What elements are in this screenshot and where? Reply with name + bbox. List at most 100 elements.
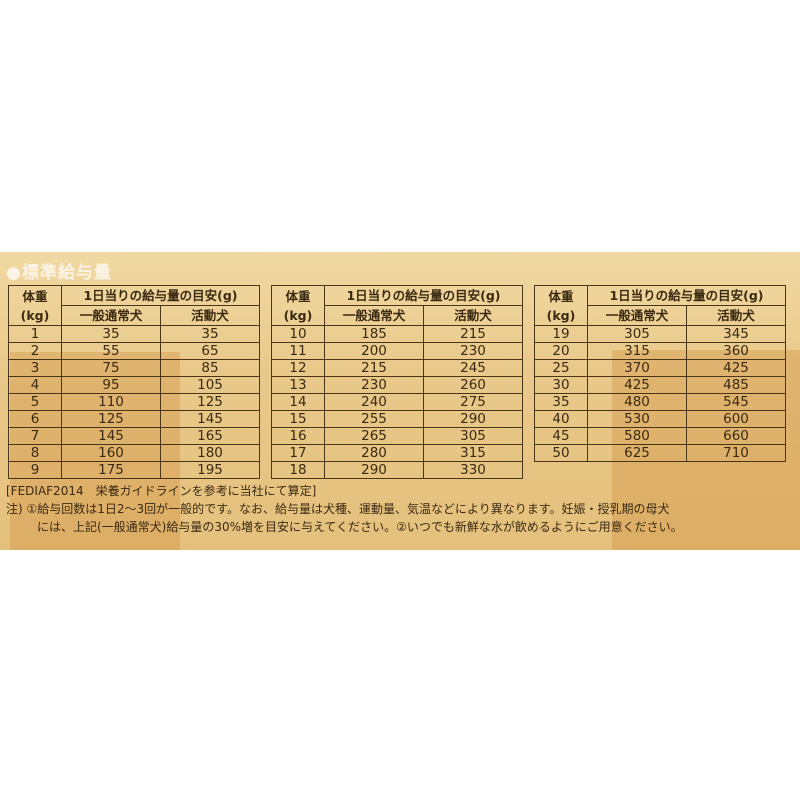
active-amount-cell: 330 (423, 461, 523, 479)
normal-amount-cell: 95 (61, 376, 161, 394)
active-amount-cell: 260 (423, 376, 523, 394)
active-amount-cell: 305 (423, 427, 523, 445)
weight-cell: 1 (8, 325, 62, 343)
active-amount-cell: 660 (686, 427, 786, 445)
section-title: ●標準給与量 (6, 263, 112, 283)
weight-header: 体重 (kg) (271, 285, 325, 326)
active-dog-header: 活動犬 (686, 305, 786, 326)
active-dog-header: 活動犬 (423, 305, 523, 326)
normal-amount-cell: 370 (587, 359, 687, 377)
active-amount-cell: 105 (160, 376, 260, 394)
feeding-table-1: 体重 (kg) 1日当りの給与量の目安(g) 一般通常犬 活動犬 1 35 35 2 55 65 3 7… (8, 285, 260, 479)
normal-amount-cell: 625 (587, 444, 687, 462)
active-amount-cell: 290 (423, 410, 523, 428)
active-amount-cell: 165 (160, 427, 260, 445)
active-amount-cell: 85 (160, 359, 260, 377)
active-dog-header: 活動犬 (160, 305, 260, 326)
table-row: 7 145 165 (8, 427, 260, 445)
weight-cell: 50 (534, 444, 588, 462)
weight-cell: 5 (8, 393, 62, 411)
normal-amount-cell: 530 (587, 410, 687, 428)
weight-cell: 25 (534, 359, 588, 377)
daily-amount-header: 1日当りの給与量の目安(g) (587, 285, 786, 306)
weight-cell: 45 (534, 427, 588, 445)
table-row: 11 200 230 (271, 342, 523, 360)
active-amount-cell: 275 (423, 393, 523, 411)
normal-amount-cell: 145 (61, 427, 161, 445)
table-row: 45 580 660 (534, 427, 786, 445)
table-row: 18 290 330 (271, 461, 523, 479)
active-amount-cell: 145 (160, 410, 260, 428)
table-row: 2 55 65 (8, 342, 260, 360)
table-row: 25 370 425 (534, 359, 786, 377)
normal-amount-cell: 215 (324, 359, 424, 377)
weight-cell: 20 (534, 342, 588, 360)
daily-amount-header: 1日当りの給与量の目安(g) (61, 285, 260, 306)
weight-cell: 2 (8, 342, 62, 360)
feeding-table-3: 体重 (kg) 1日当りの給与量の目安(g) 一般通常犬 活動犬 19 305 345 20 31… (534, 285, 786, 462)
table-row: 9 175 195 (8, 461, 260, 479)
active-amount-cell: 600 (686, 410, 786, 428)
table-row: 40 530 600 (534, 410, 786, 428)
table-row: 17 280 315 (271, 444, 523, 462)
normal-amount-cell: 125 (61, 410, 161, 428)
normal-amount-cell: 480 (587, 393, 687, 411)
header-row: 体重 (kg) 1日当りの給与量の目安(g) (271, 285, 523, 326)
normal-amount-cell: 265 (324, 427, 424, 445)
active-amount-cell: 545 (686, 393, 786, 411)
active-amount-cell: 360 (686, 342, 786, 360)
source-note: [FEDIAF2014 栄養ガイドラインを参考に当社にて算定] (6, 484, 317, 498)
table-row: 13 230 260 (271, 376, 523, 394)
weight-header: 体重 (kg) (8, 285, 62, 326)
weight-cell: 8 (8, 444, 62, 462)
table-row: 20 315 360 (534, 342, 786, 360)
weight-header: 体重 (kg) (534, 285, 588, 326)
table-row: 15 255 290 (271, 410, 523, 428)
normal-amount-cell: 175 (61, 461, 161, 479)
normal-amount-cell: 240 (324, 393, 424, 411)
weight-cell: 4 (8, 376, 62, 394)
normal-amount-cell: 200 (324, 342, 424, 360)
table-row: 1 35 35 (8, 325, 260, 343)
normal-amount-cell: 185 (324, 325, 424, 343)
weight-cell: 30 (534, 376, 588, 394)
table-row: 5 110 125 (8, 393, 260, 411)
normal-dog-header: 一般通常犬 (587, 305, 687, 326)
table-row: 16 265 305 (271, 427, 523, 445)
active-amount-cell: 180 (160, 444, 260, 462)
table-row: 6 125 145 (8, 410, 260, 428)
weight-cell: 10 (271, 325, 325, 343)
active-amount-cell: 65 (160, 342, 260, 360)
normal-amount-cell: 425 (587, 376, 687, 394)
weight-cell: 6 (8, 410, 62, 428)
weight-cell: 12 (271, 359, 325, 377)
table-row: 35 480 545 (534, 393, 786, 411)
header-row: 一般通常犬 活動犬 (272, 305, 523, 326)
active-amount-cell: 425 (686, 359, 786, 377)
weight-cell: 17 (271, 444, 325, 462)
normal-amount-cell: 255 (324, 410, 424, 428)
active-amount-cell: 35 (160, 325, 260, 343)
weight-cell: 15 (271, 410, 325, 428)
active-amount-cell: 125 (160, 393, 260, 411)
normal-amount-cell: 315 (587, 342, 687, 360)
normal-amount-cell: 230 (324, 376, 424, 394)
weight-cell: 18 (271, 461, 325, 479)
active-amount-cell: 230 (423, 342, 523, 360)
table-row: 4 95 105 (8, 376, 260, 394)
feeding-table-2: 体重 (kg) 1日当りの給与量の目安(g) 一般通常犬 活動犬 10 185 215 11 20… (271, 285, 523, 479)
weight-cell: 3 (8, 359, 62, 377)
weight-cell: 13 (271, 376, 325, 394)
normal-amount-cell: 280 (324, 444, 424, 462)
note-line-1: 注) ①給与回数は1日2〜3回が一般的です。なお、給与量は犬種、運動量、気温など… (6, 502, 670, 516)
active-amount-cell: 245 (423, 359, 523, 377)
active-amount-cell: 315 (423, 444, 523, 462)
weight-cell: 16 (271, 427, 325, 445)
normal-amount-cell: 160 (61, 444, 161, 462)
weight-cell: 35 (534, 393, 588, 411)
normal-dog-header: 一般通常犬 (324, 305, 424, 326)
table-row: 10 185 215 (271, 325, 523, 343)
normal-amount-cell: 290 (324, 461, 424, 479)
normal-amount-cell: 75 (61, 359, 161, 377)
table-row: 19 305 345 (534, 325, 786, 343)
